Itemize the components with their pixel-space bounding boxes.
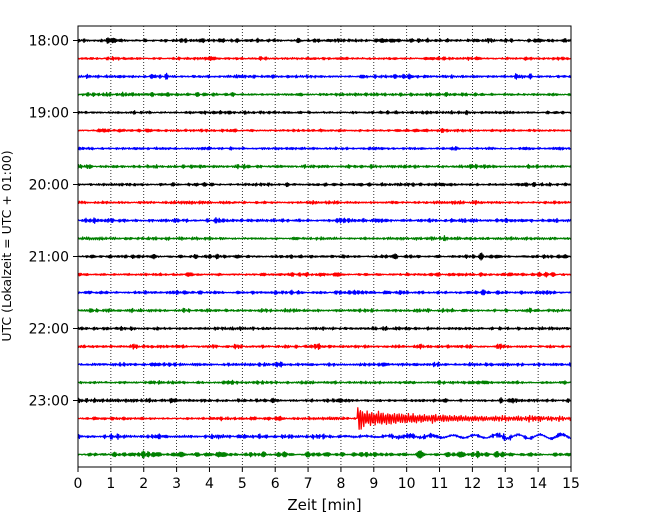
trace-3 <box>77 91 572 98</box>
x-tick-label-14: 14 <box>529 476 547 492</box>
trace-10 <box>77 217 572 224</box>
trace-20 <box>77 397 572 404</box>
x-tick-label-3: 3 <box>172 476 181 492</box>
trace-19 <box>77 379 572 386</box>
trace-13 <box>77 271 572 278</box>
trace-18 <box>77 361 572 368</box>
x-tick-label-11: 11 <box>431 476 449 492</box>
trace-9 <box>77 199 572 206</box>
trace-7 <box>77 163 572 170</box>
y-tick-label-18:00: 18:00 <box>29 34 69 50</box>
x-tick-label-1: 1 <box>106 476 115 492</box>
trace-12 <box>77 252 572 261</box>
trace-0 <box>77 37 572 44</box>
y-tick-label-19:00: 19:00 <box>29 106 69 122</box>
trace-23 <box>77 450 572 459</box>
y-axis: 18:00 19:00 20:00 21:00 22:00 23:00 <box>29 34 78 410</box>
x-axis-label: Zeit [min] <box>287 496 361 514</box>
trace-6 <box>77 146 572 151</box>
trace-15 <box>77 307 572 314</box>
x-tick-label-6: 6 <box>271 476 280 492</box>
x-tick-label-4: 4 <box>205 476 214 492</box>
x-tick-label-2: 2 <box>139 476 148 492</box>
y-tick-label-21:00: 21:00 <box>29 250 69 266</box>
x-tick-label-7: 7 <box>304 476 313 492</box>
y-tick-label-20:00: 20:00 <box>29 178 69 194</box>
plot-frame <box>77 25 572 468</box>
y-tick-label-23:00: 23:00 <box>29 394 69 410</box>
traces <box>77 37 572 459</box>
x-tick-label-15: 15 <box>562 476 580 492</box>
x-axis: 0 1 2 3 4 5 6 7 8 9 10 11 12 13 14 15 <box>74 467 580 492</box>
y-axis-label: UTC (Lokalzeit = UTC + 01:00) <box>0 150 14 341</box>
trace-22 <box>77 432 572 442</box>
trace-5 <box>77 128 572 134</box>
trace-21 <box>77 407 572 430</box>
trace-8 <box>77 181 572 188</box>
trace-2 <box>77 72 572 80</box>
trace-4 <box>77 110 572 116</box>
trace-17 <box>77 343 572 350</box>
x-tick-label-13: 13 <box>496 476 514 492</box>
x-tick-label-5: 5 <box>238 476 247 492</box>
x-tick-label-10: 10 <box>398 476 416 492</box>
x-tick-label-12: 12 <box>463 476 481 492</box>
x-tick-label-0: 0 <box>74 476 83 492</box>
y-tick-label-22:00: 22:00 <box>29 322 69 338</box>
trace-11 <box>77 235 572 242</box>
trace-14 <box>77 289 572 296</box>
trace-1 <box>77 56 572 62</box>
x-tick-label-9: 9 <box>369 476 378 492</box>
x-tick-label-8: 8 <box>336 476 345 492</box>
trace-16 <box>77 325 572 332</box>
